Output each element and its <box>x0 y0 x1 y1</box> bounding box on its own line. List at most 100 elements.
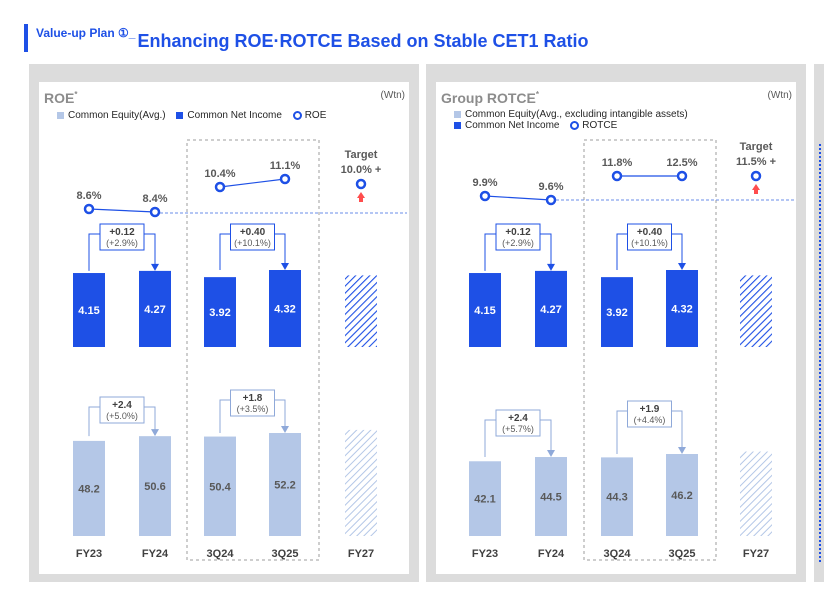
equity-change-percent: (+3.5%) <box>237 404 269 414</box>
legend-item-equity: Common Equity(Avg.) <box>57 110 166 121</box>
ratio-point <box>545 194 557 206</box>
equity-value: 52.2 <box>274 480 295 492</box>
equity-bar <box>666 454 698 536</box>
equity-change-percent: (+4.4%) <box>634 415 666 425</box>
category-label: FY27 <box>743 548 769 560</box>
net-income-change-arrowhead <box>281 263 289 270</box>
target-point <box>750 170 762 182</box>
net-income-change-connector <box>144 233 156 265</box>
rotce-chart-title: Group ROTCE* <box>441 90 539 106</box>
equity-value: 50.6 <box>144 481 165 493</box>
legend-label-equity: Common Equity(Avg., excluding intangible… <box>465 109 688 120</box>
equity-change-arrowhead <box>281 426 289 433</box>
ratio-label: 8.4% <box>142 193 167 205</box>
net-income-value: 3.92 <box>209 307 230 319</box>
net-income-bar <box>469 273 501 347</box>
net-income-change-connector <box>274 233 286 264</box>
net-income-change-arrowhead <box>151 263 159 271</box>
next-panel-edge <box>814 64 824 582</box>
roe-chart-panel: 8.6% 8.4% 10.4% 11.1% Target 10.0% + 4.15 4.27 3… <box>29 64 419 582</box>
net-income-change-amount: +0.40 <box>637 227 663 238</box>
net-income-bar <box>666 270 698 347</box>
net-income-value: 4.32 <box>671 304 692 316</box>
legend-row-1: Common Equity(Avg., excluding intangible… <box>454 109 696 120</box>
ratio-point <box>83 203 95 215</box>
net-income-value: 4.27 <box>144 304 165 316</box>
equity-change-amount: +1.9 <box>640 404 660 415</box>
legend-swatch-net-income <box>454 121 461 129</box>
equity-change-box <box>627 400 672 428</box>
net-income-change-amount: +0.12 <box>505 227 531 238</box>
equity-value: 42.1 <box>474 494 495 506</box>
ratio-point <box>479 190 491 202</box>
net-income-value: 4.15 <box>78 305 99 317</box>
legend-label-ratio: ROTCE <box>582 120 618 131</box>
legend-marker-ratio <box>292 110 302 120</box>
category-label: FY23 <box>472 548 498 560</box>
net-income-bar <box>601 277 633 347</box>
category-label: FY24 <box>538 548 565 560</box>
legend-swatch-net-income <box>176 111 184 119</box>
category-label: FY24 <box>142 548 169 560</box>
equity-target-bar <box>740 451 772 536</box>
header-prefix: Value-up Plan ①_ <box>36 26 136 40</box>
net-income-change-percent: (+2.9%) <box>502 238 534 248</box>
equity-change-amount: +2.4 <box>508 413 528 424</box>
equity-change-connector <box>484 419 496 458</box>
net-income-change-box <box>627 223 672 251</box>
header-accent-bar <box>24 24 28 52</box>
net-income-change-box <box>99 223 145 251</box>
legend-label-net-income: Common Net Income <box>465 120 560 131</box>
equity-change-connector <box>540 419 552 452</box>
equity-change-connector <box>144 406 156 431</box>
roe-legend: Common Equity(Avg.) Common Net Income RO… <box>57 110 334 121</box>
equity-bar <box>269 433 301 536</box>
equity-value: 46.2 <box>671 490 692 502</box>
roe-unit: (Wtn) <box>380 90 405 101</box>
category-label: 3Q25 <box>272 548 299 560</box>
ratio-label: 8.6% <box>76 190 101 202</box>
ratio-label: 10.4% <box>204 168 235 180</box>
ratio-label: 12.5% <box>666 157 697 169</box>
net-income-change-connector <box>616 233 628 270</box>
net-income-value: 4.15 <box>474 305 495 317</box>
next-panel-svg <box>819 144 821 564</box>
page-title: Enhancing ROE·ROTCE Based on Stable CET1… <box>137 31 589 51</box>
equity-value: 48.2 <box>78 483 99 495</box>
ratio-point <box>676 170 688 182</box>
quarter-comparison-box <box>583 139 717 561</box>
ratio-point <box>149 206 161 218</box>
legend-label-net-income: Common Net Income <box>187 110 282 121</box>
target-up-arrow-icon <box>752 184 760 194</box>
equity-bar <box>601 457 633 536</box>
target-label: Target <box>740 141 773 153</box>
equity-change-connector <box>671 410 683 448</box>
net-income-target-bar <box>740 275 772 347</box>
ratio-point <box>214 181 226 193</box>
ratio-point <box>611 170 623 182</box>
ratio-label: 11.8% <box>602 157 633 169</box>
net-income-value: 3.92 <box>606 307 627 319</box>
target-up-arrow-icon <box>357 192 365 202</box>
net-income-change-connector <box>484 233 496 271</box>
ratio-label: 11.1% <box>270 160 301 172</box>
page-header: Value-up Plan ①_ Enhancing ROE·ROTCE Bas… <box>24 22 589 52</box>
equity-bar <box>535 457 567 536</box>
legend-row-2: Common Net Income ROTCE <box>454 120 696 131</box>
rotce-legend: Common Equity(Avg., excluding intangible… <box>454 109 696 131</box>
net-income-change-connector <box>219 233 231 270</box>
target-point <box>355 178 367 190</box>
target-value: 11.5% + <box>736 156 776 168</box>
equity-change-box <box>495 409 541 437</box>
rotce-chart-svg: 9.9% 9.6% 11.8% 12.5% Target 11.5% + 4.15 4.27 3… <box>436 82 796 574</box>
net-income-value: 4.32 <box>274 304 295 316</box>
legend-item-net-income: Common Net Income <box>176 110 282 121</box>
ratio-line-segment <box>88 208 156 213</box>
net-income-bar <box>204 277 236 347</box>
net-income-value: 4.27 <box>540 304 561 316</box>
roe-chart-title: ROE* <box>44 90 77 106</box>
net-income-target-bar <box>345 275 377 347</box>
roe-title-text: ROE <box>44 90 75 106</box>
equity-value: 50.4 <box>209 481 231 493</box>
net-income-change-connector <box>88 233 100 271</box>
